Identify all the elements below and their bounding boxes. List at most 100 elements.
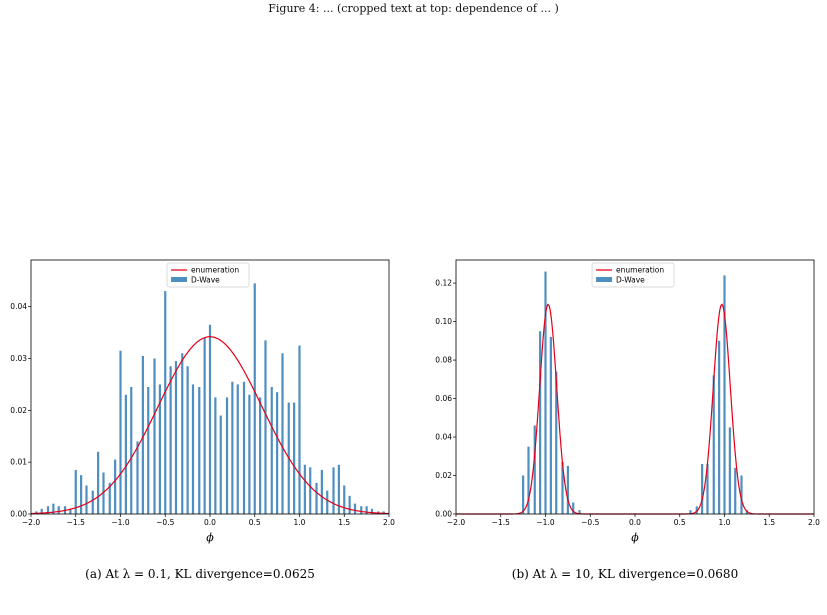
x-tick-label: −0.5: [581, 518, 599, 527]
x-tick-label: 1.5: [763, 518, 775, 527]
histogram-bar: [124, 394, 127, 514]
histogram-bar: [203, 337, 206, 514]
histogram-bar: [225, 397, 229, 514]
histogram-bar: [153, 358, 156, 514]
histogram-bar: [174, 361, 178, 514]
histogram-bar: [253, 283, 256, 514]
figure-b: −2.0 −1.5 −1.0 −0.5 0.0 0.5 1.0 1.5 2.0 0.00 0.02 0…: [430, 255, 820, 555]
histogram-bar: [147, 387, 150, 514]
histogram-bar: [293, 402, 296, 514]
x-tick-label: 1.0: [719, 518, 731, 527]
y-tick-label: 0.04: [10, 302, 27, 311]
histogram-bar: [533, 425, 536, 514]
x-tick-label: −1.5: [67, 518, 85, 527]
histogram-bar: [348, 495, 351, 514]
histogram-bar: [186, 366, 189, 514]
legend-label-enumeration: enumeration: [616, 266, 664, 275]
histogram-bar: [236, 384, 239, 514]
histogram-bar: [315, 482, 318, 514]
legend-box: [166, 262, 250, 288]
histogram-bar: [85, 485, 88, 514]
caption-a: (a) At λ = 0.1, KL divergence=0.0625: [85, 567, 315, 581]
histogram-bar: [689, 510, 692, 514]
x-tick-label: 2.0: [383, 518, 395, 527]
histogram-bar: [718, 340, 721, 514]
enumeration-line: [30, 336, 390, 515]
histogram-bar: [264, 340, 267, 514]
histogram-bar: [74, 469, 77, 514]
histogram-bar: [298, 345, 301, 514]
histogram-bar: [114, 459, 117, 514]
histogram-bar: [745, 510, 748, 514]
histogram-bar: [46, 506, 50, 514]
histogram-bar: [706, 463, 709, 514]
enumeration-line: [456, 303, 814, 515]
histogram-bar: [35, 511, 38, 514]
histogram-bar: [276, 392, 279, 514]
y-tick-label: 0.12: [435, 279, 452, 288]
histogram-bar: [242, 381, 246, 514]
histogram-bar: [360, 506, 363, 514]
x-tick-label: 2.0: [808, 518, 820, 527]
x-axis-label: ϕ: [631, 531, 639, 544]
legend-bar-swatch: [596, 277, 613, 282]
legend-label-enumeration: enumeration: [191, 266, 239, 275]
histogram-bar: [270, 387, 273, 514]
legend-bar-swatch: [171, 277, 188, 282]
histogram-bar: [734, 467, 737, 514]
y-tick-label: 0.06: [435, 394, 452, 403]
histogram-bar: [102, 472, 105, 514]
histogram-bar: [130, 387, 133, 514]
histogram-bar: [219, 415, 222, 514]
y-tick-label: 0.10: [435, 317, 452, 326]
histogram-bar: [141, 355, 144, 514]
histogram-bar: [555, 371, 558, 514]
histogram-bar: [365, 506, 368, 514]
y-tick-label: 0.03: [10, 354, 27, 363]
histogram-bar: [343, 485, 346, 514]
histogram-bar: [158, 384, 161, 514]
histogram-bar: [701, 463, 704, 514]
y-tick-label: 0.00: [10, 510, 27, 519]
histogram-bar: [119, 350, 122, 514]
histogram-bar: [69, 508, 72, 514]
x-tick-label: 0.5: [249, 518, 261, 527]
histogram-bar: [214, 397, 217, 514]
figure-a: −2.0 −1.5 −1.0 −0.5 0.0 0.5 1.0 1.5 2.0 0.00 0.01 0…: [5, 255, 395, 555]
histogram-bar: [164, 291, 167, 514]
histogram-bar: [91, 490, 94, 514]
histogram-bar: [527, 446, 530, 514]
histogram-bar: [723, 275, 726, 514]
x-tick-label: 0.5: [674, 518, 686, 527]
histogram-bar: [370, 508, 374, 514]
histogram-bar: [181, 353, 184, 514]
x-tick-label: −0.5: [156, 518, 174, 527]
histogram-bar: [198, 387, 201, 514]
histogram-bar: [309, 467, 312, 514]
y-tick-label: 0.00: [435, 510, 452, 519]
histogram-bar: [57, 506, 60, 514]
histogram-bar: [136, 441, 139, 514]
histogram-bar: [712, 375, 715, 514]
y-tick-label: 0.04: [435, 433, 452, 442]
histogram-bar: [539, 331, 542, 514]
y-tick-label: 0.01: [10, 458, 27, 467]
histogram-bar: [320, 469, 323, 514]
histogram-bar: [549, 336, 552, 514]
plot-frame: [455, 259, 815, 515]
y-tick-label: 0.08: [435, 356, 452, 365]
histogram-bar: [40, 508, 43, 514]
x-tick-label: −1.0: [536, 518, 554, 527]
y-tick-label: 0.02: [435, 471, 452, 480]
histogram-bar: [522, 475, 525, 514]
histogram-bar: [326, 490, 329, 514]
x-tick-label: −2.0: [447, 518, 465, 527]
histogram-bar: [695, 506, 698, 514]
histogram-bar: [578, 510, 581, 514]
x-tick-label: 1.5: [338, 518, 350, 527]
histogram-bar: [97, 451, 100, 514]
histogram-bar: [353, 503, 357, 514]
legend-label-dwave: D-Wave: [191, 276, 220, 285]
histogram-bar: [169, 366, 172, 514]
histogram-bar: [561, 462, 564, 514]
